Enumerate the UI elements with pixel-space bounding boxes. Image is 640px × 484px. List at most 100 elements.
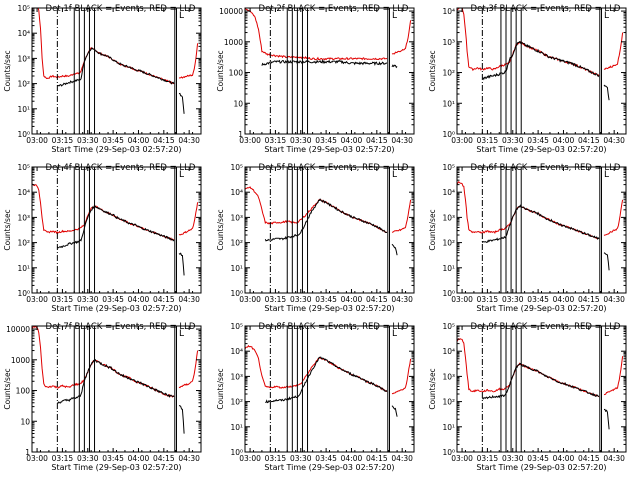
x-axis-label: Start Time (29-Sep-03 02:57:20) <box>476 463 606 472</box>
y-tick-label: 1000 <box>224 38 243 47</box>
series-line-lld-det5 <box>245 186 388 233</box>
series-line-events-after-det3 <box>603 84 610 101</box>
x-tick-label: 04:00 <box>553 295 575 304</box>
series-line-lld-after-det4 <box>178 202 199 236</box>
y-tick-label: 10000 <box>219 7 243 16</box>
x-tick-label: 03:45 <box>102 454 124 463</box>
series-line-lld-after-det6 <box>603 199 624 236</box>
x-tick-label: 03:45 <box>527 136 549 145</box>
x-tick-label: 03:45 <box>102 295 124 304</box>
series-line-lld-after-det3 <box>603 32 624 71</box>
y-tick-label: 1000 <box>11 356 30 365</box>
x-tick-label: 04:30 <box>391 295 413 304</box>
y-axis-label: Counts/sec <box>216 209 225 250</box>
x-tick-label: 03:30 <box>290 295 312 304</box>
series-line-events-after-det6 <box>603 252 610 271</box>
y-tick-label: 10⁴ <box>17 29 30 38</box>
x-tick-label: 04:15 <box>578 136 600 145</box>
y-tick-label: 10⁰ <box>17 130 30 139</box>
x-tick-label: 04:30 <box>391 136 413 145</box>
y-tick-label: 10² <box>230 239 243 248</box>
x-tick-label: 03:30 <box>77 454 99 463</box>
y-tick-label: 10² <box>442 398 455 407</box>
series-line-events-after-det4 <box>178 252 185 276</box>
legend-marker: L <box>604 11 609 21</box>
series-line-events-det7 <box>57 358 175 404</box>
y-tick-label: 10¹ <box>17 105 30 114</box>
x-axis-label: Start Time (29-Sep-03 02:57:20) <box>264 145 394 154</box>
legend-marker: L <box>392 329 397 339</box>
y-axis-label: Counts/sec <box>3 50 12 91</box>
legend-marker: L <box>179 170 184 180</box>
panel-title: Det 9f BLACK = Events, RED = LLD <box>471 322 621 332</box>
panel-title: Det 2f BLACK = Events, RED = LLD <box>259 4 409 14</box>
y-axis-label: Counts/sec <box>428 209 437 250</box>
y-tick-label: 10⁴ <box>230 347 243 356</box>
series-line-lld-det1 <box>32 8 175 85</box>
x-tick-label: 04:15 <box>153 454 175 463</box>
x-tick-label: 03:00 <box>239 454 261 463</box>
legend-marker: L <box>179 329 184 339</box>
y-tick-label: 10¹ <box>442 423 455 432</box>
panel-title: Det 4f BLACK = Events, RED = LLD <box>46 163 196 173</box>
x-tick-label: 03:45 <box>315 454 337 463</box>
x-tick-label: 04:30 <box>178 136 200 145</box>
x-tick-label: 03:45 <box>102 136 124 145</box>
x-tick-label: 04:00 <box>341 295 363 304</box>
x-tick-label: 03:00 <box>239 295 261 304</box>
panel-title: Det 7f BLACK = Events, RED = LLD <box>46 322 196 332</box>
series-line-events-det2 <box>261 59 388 66</box>
y-tick-label: 10² <box>442 69 455 78</box>
x-tick-label: 04:00 <box>128 454 150 463</box>
y-tick-label: 100 <box>16 387 31 396</box>
x-axis-label: Start Time (29-Sep-03 02:57:20) <box>264 304 394 313</box>
x-tick-label: 03:30 <box>502 295 524 304</box>
y-tick-label: 10¹ <box>442 99 455 108</box>
x-axis-label: Start Time (29-Sep-03 02:57:20) <box>51 463 181 472</box>
x-tick-label: 03:30 <box>290 136 312 145</box>
x-tick-label: 03:15 <box>477 295 499 304</box>
series-line-events-det3 <box>482 40 600 81</box>
x-tick-label: 03:00 <box>239 136 261 145</box>
panel-title: Det 3f BLACK = Events, RED = LLD <box>471 4 621 14</box>
y-tick-label: 10⁵ <box>230 163 243 172</box>
x-tick-label: 04:30 <box>178 295 200 304</box>
x-tick-label: 04:15 <box>366 295 388 304</box>
x-tick-label: 04:30 <box>391 454 413 463</box>
series-line-events-det5 <box>264 198 387 242</box>
series-line-events-det1 <box>57 47 175 87</box>
panel-title: Det 5f BLACK = Events, RED = LLD <box>259 163 409 173</box>
y-tick-label: 10³ <box>17 54 30 63</box>
y-tick-label: 10000 <box>6 325 30 334</box>
panel-title: Det 8f BLACK = Events, RED = LLD <box>259 322 409 332</box>
x-tick-label: 04:30 <box>178 454 200 463</box>
y-tick-label: 10² <box>230 398 243 407</box>
series-line-lld-after-det7 <box>178 350 199 389</box>
y-axis-label: Counts/sec <box>3 368 12 409</box>
series-line-lld-after-det1 <box>178 43 199 79</box>
x-tick-label: 03:15 <box>52 136 74 145</box>
series-line-lld-after-det8 <box>391 358 412 395</box>
y-tick-label: 10² <box>17 239 30 248</box>
y-tick-label: 10¹ <box>442 264 455 273</box>
y-axis-label: Counts/sec <box>428 368 437 409</box>
x-tick-label: 04:30 <box>603 295 625 304</box>
x-tick-label: 03:45 <box>527 295 549 304</box>
x-tick-label: 03:15 <box>477 454 499 463</box>
y-tick-label: 1 <box>25 448 30 457</box>
series-line-lld-det8 <box>245 344 388 392</box>
y-tick-label: 10⁰ <box>442 289 455 298</box>
y-axis-label: Counts/sec <box>428 50 437 91</box>
y-tick-label: 10⁴ <box>442 188 455 197</box>
y-tick-label: 10⁵ <box>442 163 455 172</box>
series-line-lld-after-det2 <box>391 20 412 55</box>
x-axis-label: Start Time (29-Sep-03 02:57:20) <box>51 304 181 313</box>
y-tick-label: 10⁵ <box>17 4 30 13</box>
panel-title: Det 1f BLACK = Events, RED = LLD <box>46 4 196 14</box>
x-tick-label: 03:30 <box>290 454 312 463</box>
legend-marker: L <box>604 170 609 180</box>
